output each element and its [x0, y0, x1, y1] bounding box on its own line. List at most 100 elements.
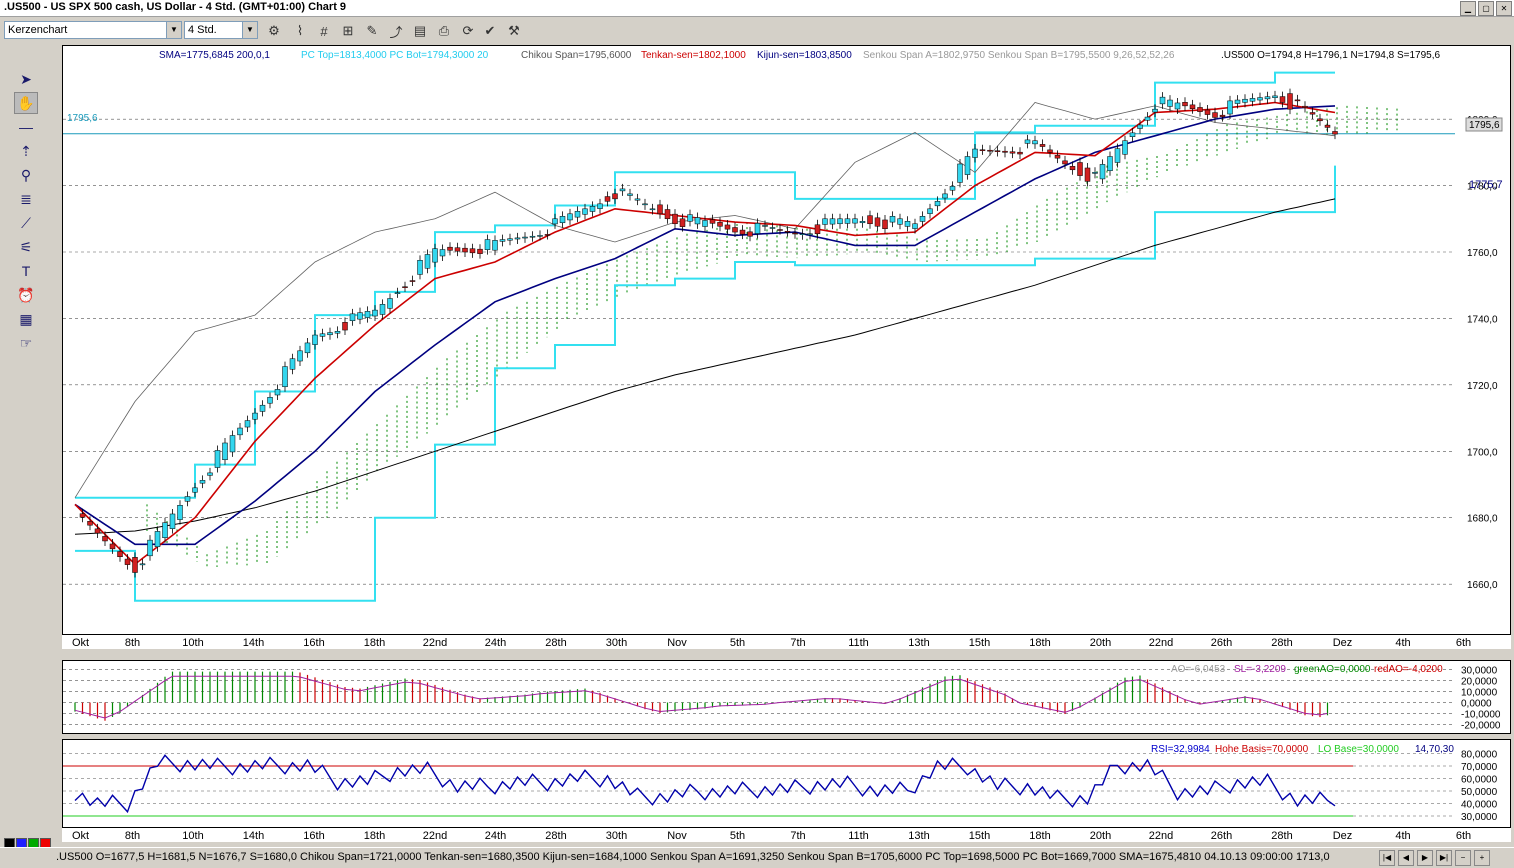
channel-icon[interactable]: ⚟: [19, 238, 33, 255]
fibonacci-icon[interactable]: ≣: [20, 190, 32, 207]
candle-body: [784, 230, 791, 233]
candle-body: [387, 298, 393, 309]
x-tick-label: 16th: [303, 637, 324, 649]
minimize-button[interactable]: ▁: [1460, 1, 1476, 16]
candle-body: [334, 331, 341, 334]
main-chart-panel[interactable]: 1800,01780,01760,01740,01720,01700,01680…: [62, 45, 1511, 635]
chart-type-select[interactable]: Kerzenchart ▼: [4, 21, 182, 39]
zoom-in-icon[interactable]: +: [1474, 850, 1490, 866]
candle-body: [889, 216, 896, 223]
candle-body: [1017, 151, 1023, 155]
refresh-icon[interactable]: ⟳: [462, 23, 474, 38]
x-tick-label: Nov: [667, 637, 687, 649]
drawing-icon[interactable]: ⌇: [296, 23, 304, 38]
ao-legend-ao: AO=-6,0453: [1171, 664, 1226, 675]
candle-body: [694, 217, 701, 225]
candle-body: [709, 219, 716, 224]
candle-body: [994, 150, 1001, 152]
sma-line: [74, 198, 1336, 535]
candle-body: [1272, 95, 1278, 98]
candle-body: [762, 225, 768, 227]
gann-fan-icon[interactable]: ⟋: [21, 214, 31, 231]
last-page-icon[interactable]: ▶|: [1436, 850, 1452, 866]
x-tick-label: 22nd: [423, 637, 447, 649]
zoom-out-icon[interactable]: −: [1455, 850, 1471, 866]
check-icon[interactable]: ✔: [484, 23, 496, 38]
candle-body: [927, 208, 933, 214]
status-bar: .US500 O=1677,5 H=1681,5 N=1676,7 S=1680…: [0, 847, 1514, 868]
timeframe-select[interactable]: 4 Std. ▼: [184, 21, 258, 39]
x-tick-label: 7th: [790, 830, 805, 842]
x-tick-label: 4th: [1395, 830, 1410, 842]
candle-body: [792, 232, 798, 235]
arrow-up-icon[interactable]: ⇡: [20, 142, 32, 159]
candle-body: [379, 304, 386, 315]
calculator-icon[interactable]: ▦: [19, 310, 33, 327]
close-button[interactable]: ✕: [1496, 1, 1512, 16]
y-tick-label: 1760,0: [1467, 248, 1498, 259]
hand-icon[interactable]: ✋: [14, 92, 38, 114]
ao-y-tick-label: 0,0000: [1461, 699, 1492, 710]
settings-icon[interactable]: ⚒: [508, 23, 520, 38]
indicator-icon[interactable]: ⚙: [268, 23, 280, 38]
document-icon[interactable]: ▤: [413, 23, 427, 38]
candle-body: [1174, 102, 1181, 110]
candle-body: [1204, 109, 1211, 115]
x-tick-label: Dez: [1333, 637, 1353, 649]
candle-body: [739, 229, 746, 235]
rsi-legend-rsi: RSI=32,9984: [1151, 744, 1210, 755]
next-icon[interactable]: ▶: [1417, 850, 1433, 866]
cursor-icon[interactable]: ➤: [20, 70, 32, 87]
price-tag: 1795,6: [1469, 120, 1500, 131]
ao-y-tick-label: -20,0000: [1461, 721, 1501, 732]
candle-body: [259, 404, 266, 412]
candle-body: [537, 235, 543, 237]
chart-type-value: Kerzenchart: [8, 24, 68, 36]
candle-body: [852, 218, 858, 224]
zoom-fit-icon[interactable]: ⊞: [342, 23, 354, 38]
status-text: .US500 O=1677,5 H=1681,5 N=1676,7 S=1680…: [56, 851, 1330, 863]
rsi-legend-params: 14,70,30: [1415, 744, 1454, 755]
candle-body: [1099, 164, 1106, 180]
y-tick-label: 1740,0: [1467, 314, 1498, 325]
candle-body: [237, 427, 243, 436]
text-tool-icon[interactable]: T: [21, 263, 31, 279]
rsi-panel[interactable]: 80,0000 70,0000 60,0000 50,0000 40,0000 30,00…: [62, 739, 1511, 828]
ao-panel[interactable]: 30,0000 20,0000 10,0000 0,0000 -10,0000 -20,0…: [62, 660, 1511, 734]
rsi-line: [74, 754, 1336, 814]
prev-icon[interactable]: ◀: [1398, 850, 1414, 866]
bottom-x-axis: Okt 8th 10th 14th 16th 18th 22nd 24th 28th 30th No…: [62, 828, 1511, 842]
hand-pointer-icon[interactable]: ☞: [19, 334, 33, 351]
left-toolbar: ➤ ✋ — ⇡ ⚲ ≣ ⟋ ⚟ T ⏰ ▦ ☞: [14, 68, 44, 356]
candle-body: [1227, 100, 1233, 115]
candle-body: [964, 156, 971, 175]
x-tick-label: 26th: [1211, 830, 1232, 842]
x-tick-label: Nov: [667, 830, 687, 842]
candle-body: [1287, 93, 1293, 110]
candle-body: [837, 218, 843, 225]
rsi-legend-hohe: Hohe Basis=70,0000: [1215, 744, 1309, 755]
zoom-icon[interactable]: ⚲: [20, 166, 32, 183]
candle-body: [754, 223, 761, 234]
candle-body: [394, 292, 401, 294]
ao-y-tick-label: 10,0000: [1461, 687, 1498, 698]
maximize-button[interactable]: ▢: [1478, 1, 1494, 16]
chart-line-icon[interactable]: ⤴: [389, 24, 403, 40]
x-tick-label: 15th: [969, 637, 990, 649]
grid-icon[interactable]: #: [320, 23, 328, 39]
candle-body: [462, 247, 468, 253]
candle-body: [484, 239, 491, 250]
x-tick-label: 7th: [790, 637, 805, 649]
x-tick-label: 20th: [1090, 637, 1111, 649]
candle-body: [1279, 96, 1286, 103]
printer-icon[interactable]: ⎙: [438, 23, 450, 38]
x-tick-label: 28th: [545, 637, 566, 649]
candle-body: [619, 188, 626, 192]
pencil-icon[interactable]: ✎: [366, 23, 378, 38]
legend-sma: SMA=1775,6845 200,0,1: [159, 50, 270, 61]
first-page-icon[interactable]: |◀: [1379, 850, 1395, 866]
line-tool-icon[interactable]: —: [19, 119, 33, 135]
alarm-icon[interactable]: ⏰: [17, 286, 35, 303]
x-tick-label: 18th: [364, 637, 385, 649]
y-tick-label: 1700,0: [1467, 447, 1498, 458]
